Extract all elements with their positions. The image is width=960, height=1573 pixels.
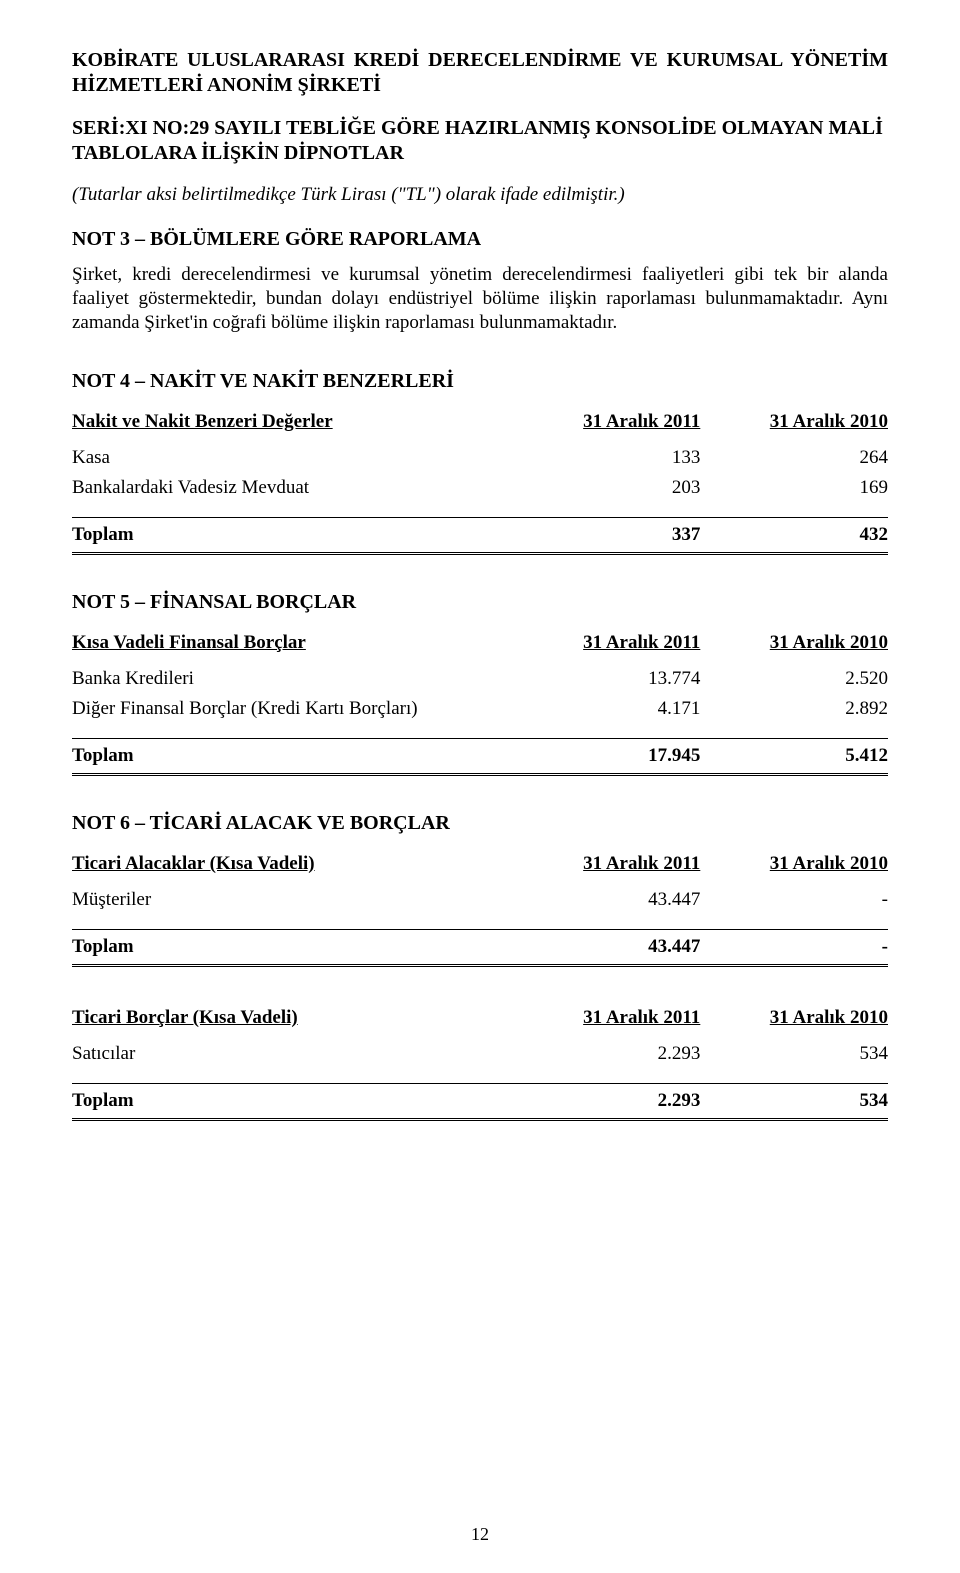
total-label: Toplam xyxy=(72,930,513,966)
table-row: Kasa 133 264 xyxy=(72,443,888,473)
table-row: Banka Kredileri 13.774 2.520 xyxy=(72,664,888,694)
note5-table: Kısa Vadeli Finansal Borçlar 31 Aralık 2… xyxy=(72,628,888,776)
total-value: 534 xyxy=(700,1084,888,1120)
row-value: - xyxy=(700,885,888,915)
table-row: Bankalardaki Vadesiz Mevduat 203 169 xyxy=(72,473,888,503)
note3-body: Şirket, kredi derecelendirmesi ve kurums… xyxy=(72,263,888,334)
note3-heading: NOT 3 – BÖLÜMLERE GÖRE RAPORLAMA xyxy=(72,228,888,251)
row-value: 133 xyxy=(513,443,701,473)
page-number: 12 xyxy=(0,1524,960,1545)
row-value: 13.774 xyxy=(513,664,701,694)
table-header-label: Kısa Vadeli Finansal Borçlar xyxy=(72,632,306,653)
document-serial: SERİ:XI NO:29 SAYILI TEBLİĞE GÖRE HAZIRL… xyxy=(72,116,888,166)
table-total-row: Toplam 2.293 534 xyxy=(72,1084,888,1120)
table-header-row: Kısa Vadeli Finansal Borçlar 31 Aralık 2… xyxy=(72,628,888,664)
row-value: 169 xyxy=(700,473,888,503)
total-value: 432 xyxy=(700,518,888,554)
row-value: 264 xyxy=(700,443,888,473)
total-value: 5.412 xyxy=(700,739,888,775)
table-header-col1: 31 Aralık 2011 xyxy=(583,632,700,653)
table-header-col2: 31 Aralık 2010 xyxy=(770,411,888,432)
row-value: 203 xyxy=(513,473,701,503)
row-label: Müşteriler xyxy=(72,885,513,915)
table-row: Diğer Finansal Borçlar (Kredi Kartı Borç… xyxy=(72,694,888,724)
page: KOBİRATE ULUSLARARASI KREDİ DERECELENDİR… xyxy=(0,0,960,1573)
row-value: 4.171 xyxy=(513,694,701,724)
row-label: Bankalardaki Vadesiz Mevduat xyxy=(72,473,513,503)
note6-table-b: Ticari Borçlar (Kısa Vadeli) 31 Aralık 2… xyxy=(72,1003,888,1121)
total-label: Toplam xyxy=(72,1084,513,1120)
note6-table-a: Ticari Alacaklar (Kısa Vadeli) 31 Aralık… xyxy=(72,849,888,967)
table-header-col1: 31 Aralık 2011 xyxy=(583,1007,700,1028)
table-row: Müşteriler 43.447 - xyxy=(72,885,888,915)
currency-note: (Tutarlar aksi belirtilmedikçe Türk Lira… xyxy=(72,184,888,206)
row-label: Diğer Finansal Borçlar (Kredi Kartı Borç… xyxy=(72,694,513,724)
total-label: Toplam xyxy=(72,518,513,554)
total-value: 2.293 xyxy=(513,1084,701,1120)
table-header-row: Nakit ve Nakit Benzeri Değerler 31 Aralı… xyxy=(72,407,888,443)
table-header-col2: 31 Aralık 2010 xyxy=(770,853,888,874)
table-header-label: Nakit ve Nakit Benzeri Değerler xyxy=(72,411,333,432)
table-header-label: Ticari Alacaklar (Kısa Vadeli) xyxy=(72,853,315,874)
row-value: 2.520 xyxy=(700,664,888,694)
note4-heading: NOT 4 – NAKİT VE NAKİT BENZERLERİ xyxy=(72,370,888,393)
total-label: Toplam xyxy=(72,739,513,775)
company-title: KOBİRATE ULUSLARARASI KREDİ DERECELENDİR… xyxy=(72,48,888,98)
table-row: Satıcılar 2.293 534 xyxy=(72,1039,888,1069)
table-total-row: Toplam 337 432 xyxy=(72,518,888,554)
total-value: 43.447 xyxy=(513,930,701,966)
table-total-row: Toplam 43.447 - xyxy=(72,930,888,966)
table-header-col1: 31 Aralık 2011 xyxy=(583,853,700,874)
table-header-label: Ticari Borçlar (Kısa Vadeli) xyxy=(72,1007,298,1028)
total-value: 17.945 xyxy=(513,739,701,775)
row-value: 2.293 xyxy=(513,1039,701,1069)
row-label: Banka Kredileri xyxy=(72,664,513,694)
table-header-col1: 31 Aralık 2011 xyxy=(583,411,700,432)
note5-heading: NOT 5 – FİNANSAL BORÇLAR xyxy=(72,591,888,614)
row-label: Kasa xyxy=(72,443,513,473)
row-label: Satıcılar xyxy=(72,1039,513,1069)
table-total-row: Toplam 17.945 5.412 xyxy=(72,739,888,775)
table-header-col2: 31 Aralık 2010 xyxy=(770,1007,888,1028)
row-value: 43.447 xyxy=(513,885,701,915)
table-header-col2: 31 Aralık 2010 xyxy=(770,632,888,653)
row-value: 534 xyxy=(700,1039,888,1069)
note6-heading: NOT 6 – TİCARİ ALACAK VE BORÇLAR xyxy=(72,812,888,835)
note4-table: Nakit ve Nakit Benzeri Değerler 31 Aralı… xyxy=(72,407,888,555)
row-value: 2.892 xyxy=(700,694,888,724)
table-header-row: Ticari Alacaklar (Kısa Vadeli) 31 Aralık… xyxy=(72,849,888,885)
total-value: - xyxy=(700,930,888,966)
table-header-row: Ticari Borçlar (Kısa Vadeli) 31 Aralık 2… xyxy=(72,1003,888,1039)
total-value: 337 xyxy=(513,518,701,554)
